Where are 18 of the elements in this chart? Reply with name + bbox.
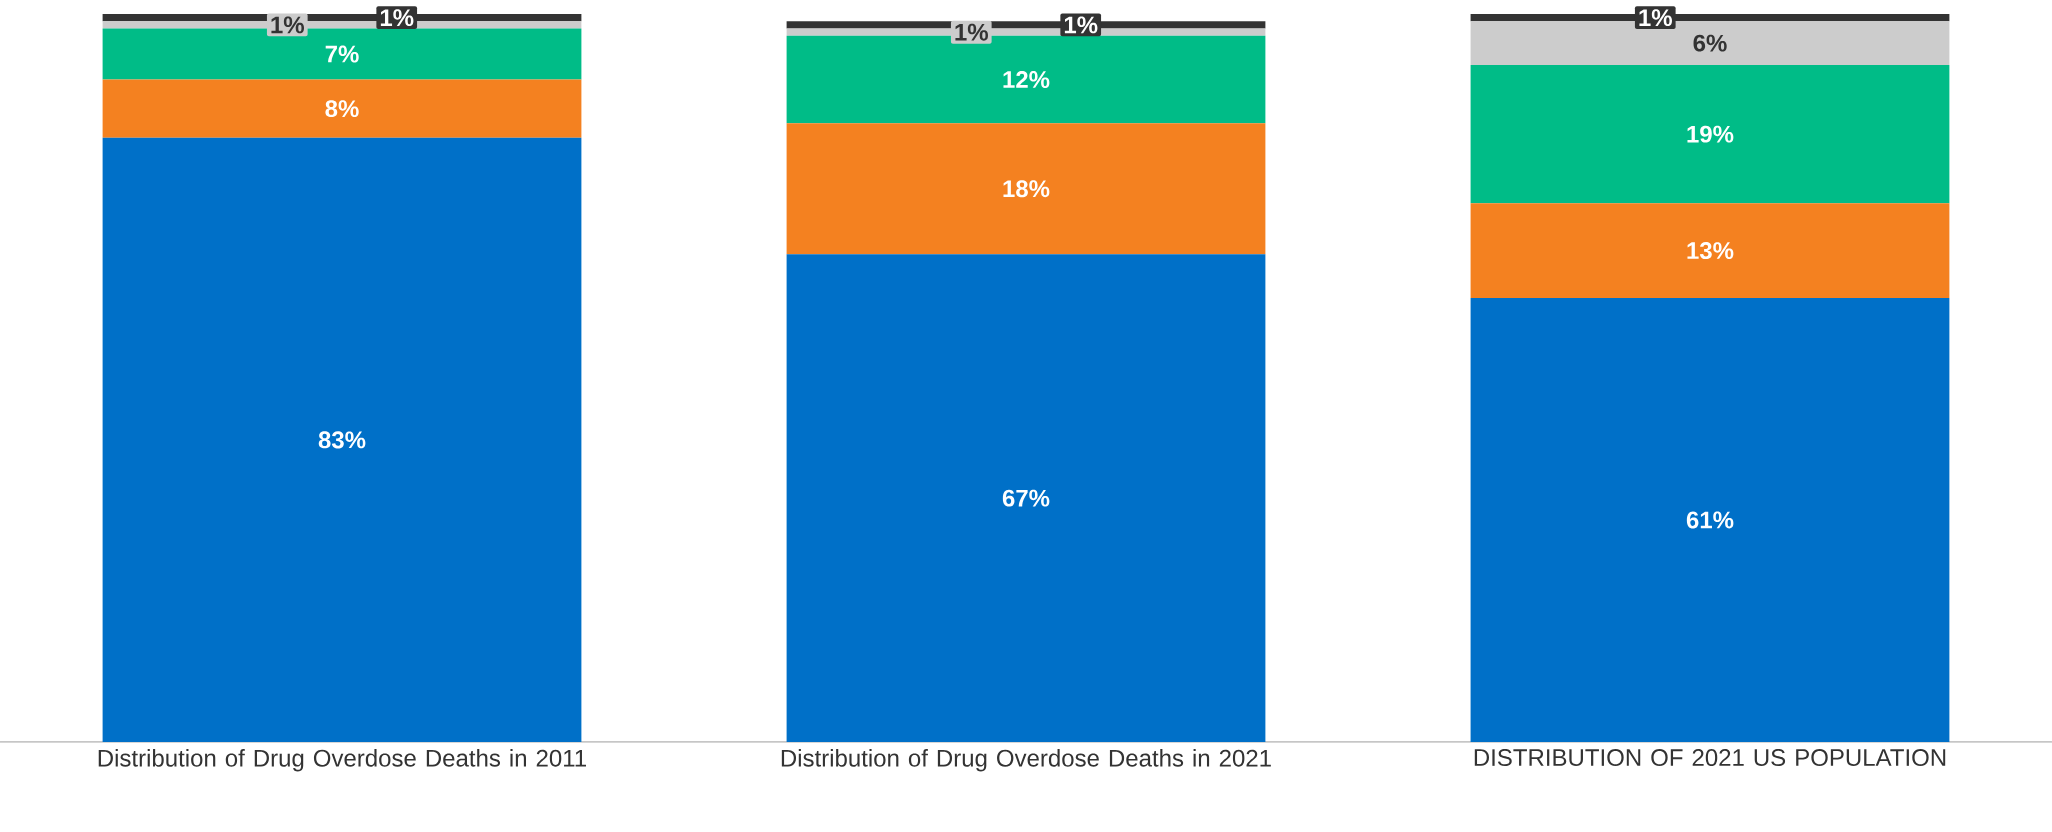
data-label: 13% [1687,242,1734,260]
data-label: 1% [1064,16,1098,34]
data-label: 7% [325,45,359,63]
data-label: 1% [380,9,414,27]
data-label: 1% [955,23,988,41]
data-label: 67% [1002,489,1050,507]
data-label: 61% [1686,511,1734,529]
data-label: 19% [1687,125,1734,143]
data-label: 83% [318,431,366,449]
data-label: 1% [271,16,304,34]
data-label: 12% [1003,71,1050,88]
data-label: 1% [1639,9,1672,27]
x-tick-label: Distribution of Drug Overdose Deaths in 2021 [781,749,1271,772]
data-label: 8% [325,100,359,118]
x-tick-label: DISTRIBUTION OF 2021 US POPULATION [1474,749,1946,767]
x-tick-label: Distribution of Drug Overdose Deaths in 2011 [98,749,586,772]
data-label: 6% [1693,34,1727,52]
data-label: 18% [1003,180,1050,198]
